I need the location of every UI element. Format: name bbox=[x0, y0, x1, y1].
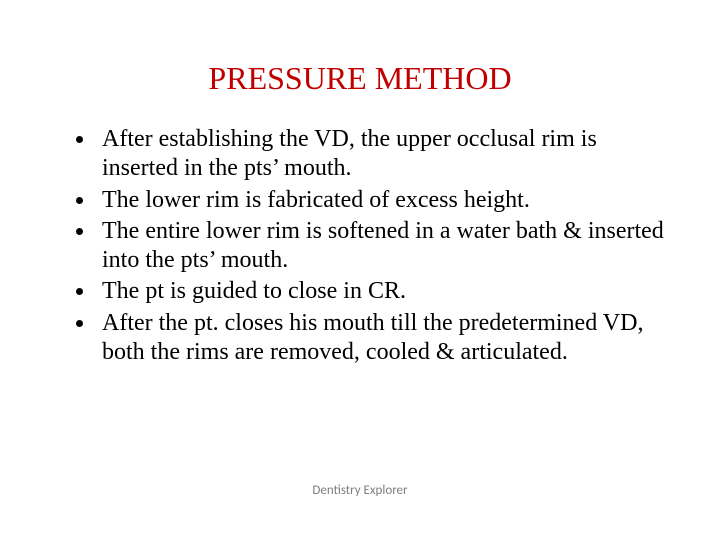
slide-title: PRESSURE METHOD bbox=[50, 60, 670, 97]
list-item: After establishing the VD, the upper occ… bbox=[96, 125, 670, 184]
list-item: The pt is guided to close in CR. bbox=[96, 277, 670, 306]
bullet-list: After establishing the VD, the upper occ… bbox=[50, 125, 670, 367]
list-item: After the pt. closes his mouth till the … bbox=[96, 309, 670, 368]
list-item: The entire lower rim is softened in a wa… bbox=[96, 217, 670, 276]
footer-text: Dentistry Explorer bbox=[0, 483, 720, 498]
slide: PRESSURE METHOD After establishing the V… bbox=[0, 0, 720, 540]
list-item: The lower rim is fabricated of excess he… bbox=[96, 186, 670, 215]
